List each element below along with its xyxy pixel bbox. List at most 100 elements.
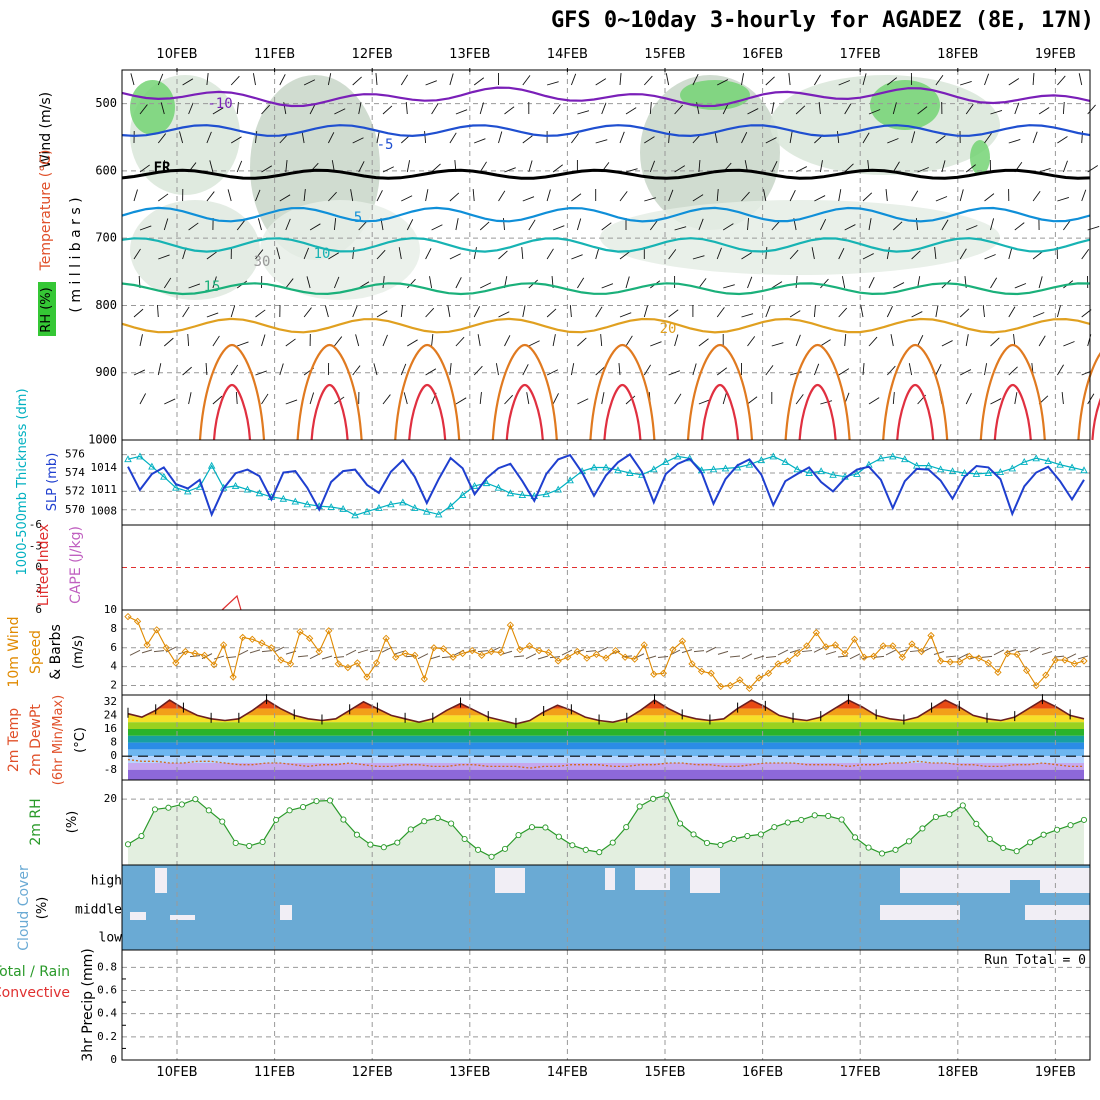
- rh2m-point: [892, 846, 899, 853]
- wind-barb: [618, 363, 621, 376]
- temp-y-tick: 32: [104, 695, 117, 708]
- wind-barb: [984, 254, 996, 260]
- wind-barb: [449, 192, 460, 202]
- wind10-point: [831, 641, 840, 649]
- wind-barb: [862, 363, 865, 376]
- thickness-point: [124, 455, 132, 463]
- wind-barb: [741, 73, 745, 86]
- wind-barb: [261, 165, 273, 173]
- precip-total-label: Total / Rain: [0, 964, 70, 980]
- wind10-point: [602, 654, 610, 662]
- wind10-point: [726, 681, 734, 690]
- wind-barb: [600, 334, 603, 347]
- wind-barb: [1032, 191, 1041, 202]
- wind10-point: [315, 647, 323, 656]
- isotherm-30: [993, 383, 1032, 441]
- wind10-point: [1051, 656, 1059, 664]
- thickness-point: [339, 504, 347, 512]
- lifted-y-tick: 0: [35, 561, 42, 574]
- wind-barb: [522, 196, 535, 202]
- rh2m-point: [178, 801, 185, 808]
- rh2m-point: [623, 824, 630, 831]
- wind-barb: [328, 191, 337, 202]
- wind-barb: [619, 251, 630, 260]
- wind10-point: [229, 673, 237, 681]
- rh2m-point: [744, 832, 751, 840]
- wind-barb: [1087, 393, 1095, 405]
- wind-barb: [820, 400, 833, 405]
- thickness-y-tick: 570: [65, 503, 85, 516]
- rh2m-point: [340, 816, 347, 823]
- cloud-gap: [155, 868, 167, 893]
- wind-barb: [521, 247, 524, 260]
- wind-barb: [668, 309, 679, 318]
- thickness-point: [160, 472, 168, 480]
- rh-colorbar: [38, 282, 56, 336]
- isotherm-label: -5: [377, 137, 394, 153]
- wind-barb: [892, 221, 903, 231]
- wind-barb: [285, 218, 291, 231]
- rh-y-tick: 20: [104, 792, 117, 805]
- wind-barb: [328, 252, 339, 260]
- wind10-point: [984, 659, 993, 667]
- wind-barb: [1081, 189, 1087, 202]
- isotherm-line: [121, 237, 1091, 253]
- wind-barb: [406, 160, 411, 173]
- isotherm-30: [1091, 398, 1100, 441]
- isotherm-25: [979, 343, 1046, 441]
- top-date-label: 13FEB: [449, 47, 490, 62]
- thickness-point: [614, 466, 622, 474]
- wind10-point: [133, 617, 142, 625]
- wind-barb: [324, 305, 329, 318]
- top-date-label: 11FEB: [254, 47, 295, 62]
- wind-barb: [965, 104, 974, 115]
- wind10-point: [659, 669, 667, 677]
- wind10-point: [535, 646, 543, 655]
- wind-barb: [917, 106, 928, 115]
- rh-axis-label: RH (%): [39, 287, 54, 332]
- wind-barb: [237, 341, 249, 347]
- wind-barb: [528, 160, 533, 173]
- wind-barb: [480, 282, 492, 289]
- top-date-label: 14FEB: [547, 47, 588, 62]
- top-date-label: 10FEB: [156, 47, 197, 62]
- wind-barb: [820, 278, 829, 289]
- wind10-point: [124, 612, 132, 621]
- wind-barb: [279, 363, 284, 376]
- thickness-point: [626, 469, 634, 476]
- cloud-level-label: middle: [75, 903, 122, 918]
- lifted-index-line: [221, 594, 242, 611]
- wind-barb: [960, 81, 972, 86]
- rh2m-point: [582, 846, 589, 853]
- wind-barb: [723, 284, 735, 289]
- wind-barb: [406, 219, 414, 231]
- wind-barb: [1014, 283, 1027, 289]
- wind-barb: [473, 306, 481, 318]
- wind10-point: [219, 641, 228, 649]
- wind-barb: [1014, 222, 1025, 231]
- wind-barb: [157, 304, 159, 318]
- wind10-point: [965, 652, 973, 660]
- wind-barb: [382, 394, 391, 405]
- wind-barb: [692, 194, 704, 202]
- wind-barb: [741, 313, 754, 318]
- wind-barb: [1014, 102, 1020, 115]
- wind-barb: [333, 276, 340, 289]
- wind10-point: [850, 635, 859, 643]
- rh2m-point: [757, 831, 764, 838]
- wind10-point: [898, 653, 906, 661]
- wind-barb: [1057, 364, 1064, 376]
- wind10-barb: [765, 655, 777, 658]
- top-date-label: 18FEB: [937, 47, 978, 62]
- rh2m-point: [246, 842, 253, 849]
- wind10-barb: [141, 649, 153, 654]
- isotherm-label: -10: [207, 96, 232, 112]
- rh-shade: [130, 80, 175, 135]
- wind-barb: [139, 104, 148, 115]
- wind-barb: [352, 247, 355, 260]
- wind-barb: [765, 76, 775, 86]
- wind-barb: [595, 366, 605, 376]
- wind10-barb: [741, 653, 753, 660]
- wind10-barb: [801, 650, 813, 653]
- wind10-point: [181, 647, 189, 656]
